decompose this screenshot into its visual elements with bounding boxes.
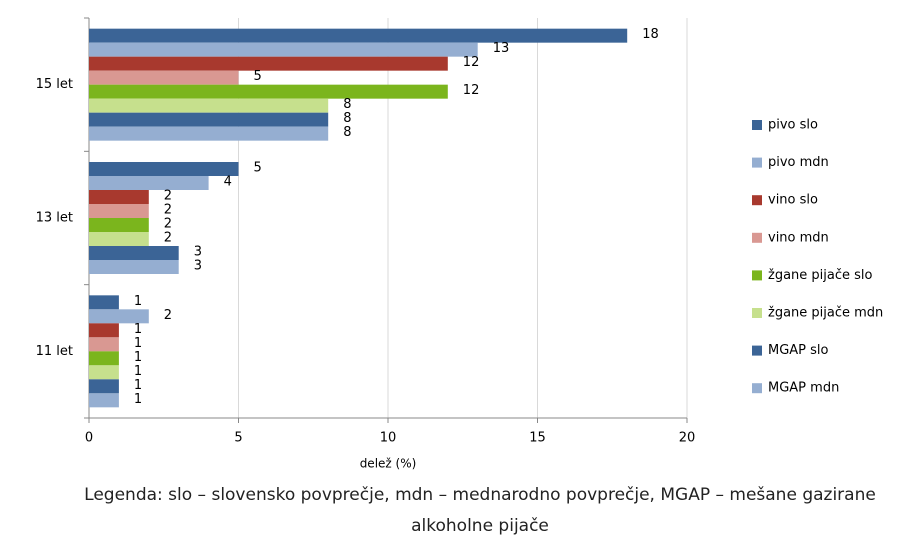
data-label: 8 [343, 97, 351, 112]
y-tick-label: 15 let [36, 77, 73, 92]
data-label: 12 [463, 83, 480, 98]
bar [89, 84, 448, 99]
bar [89, 393, 119, 408]
x-tick-label: 10 [380, 431, 397, 446]
data-label: 3 [194, 245, 202, 260]
bar [89, 98, 329, 113]
y-tick-label: 13 let [36, 211, 73, 226]
bar [89, 260, 179, 274]
data-label: 2 [164, 203, 172, 218]
data-label: 1 [134, 322, 142, 337]
data-label: 8 [343, 125, 351, 140]
data-label: 2 [164, 231, 172, 246]
legend-label: MGAP mdn [768, 381, 839, 396]
bar [89, 246, 179, 260]
data-label: 12 [463, 55, 480, 70]
legend-label: MGAP slo [768, 343, 829, 358]
bar [89, 42, 478, 57]
data-label: 13 [493, 41, 510, 56]
data-label: 1 [134, 378, 142, 393]
bar [89, 232, 149, 246]
bar [89, 112, 329, 127]
caption: Legenda: slo – slovensko povprečje, mdn … [84, 485, 876, 536]
data-label: 2 [164, 308, 172, 323]
data-label: 5 [254, 69, 262, 84]
legend-label: vino mdn [768, 230, 829, 245]
data-label: 8 [343, 111, 351, 126]
x-tick-label: 20 [679, 431, 696, 446]
bar [89, 309, 149, 324]
bar [89, 204, 149, 218]
data-label: 4 [224, 175, 232, 190]
data-label: 3 [194, 259, 202, 274]
data-label: 2 [164, 189, 172, 204]
data-label: 1 [134, 350, 142, 365]
data-label: 2 [164, 217, 172, 232]
y-tick-label: 11 let [36, 344, 73, 359]
data-label: 1 [134, 392, 142, 407]
legend-swatch [752, 157, 762, 168]
bar [89, 365, 119, 380]
x-axis-label: delež (%) [360, 457, 417, 471]
bar [89, 190, 149, 204]
bar [89, 28, 628, 43]
x-tick-label: 15 [529, 431, 546, 446]
legend-swatch [752, 270, 762, 281]
legend-swatch [752, 195, 762, 206]
legend-swatch [752, 120, 762, 130]
legend-label: pivo mdn [768, 155, 829, 170]
data-label: 5 [254, 161, 262, 176]
bar [89, 126, 329, 141]
bar [89, 337, 119, 352]
legend-swatch [752, 383, 762, 394]
x-tick-label: 0 [85, 431, 93, 446]
data-label: 18 [642, 27, 659, 42]
bar [89, 379, 119, 394]
legend-swatch [752, 308, 762, 318]
data-label: 1 [134, 336, 142, 351]
bar [89, 56, 448, 71]
legend-label: vino slo [768, 193, 818, 208]
legend-label: pivo slo [768, 118, 818, 133]
bar [89, 323, 119, 338]
bar [89, 218, 149, 232]
legend-label: žgane pijače slo [768, 268, 873, 283]
x-tick-label: 5 [234, 431, 242, 446]
bar [89, 70, 239, 85]
data-label: 1 [134, 364, 142, 379]
legend-swatch [752, 345, 762, 356]
data-label: 1 [134, 294, 142, 309]
bar [89, 162, 239, 176]
legend-swatch [752, 232, 762, 243]
bar [89, 176, 209, 190]
bar [89, 351, 119, 366]
bar [89, 295, 119, 310]
legend-label: žgane pijače mdn [768, 306, 883, 321]
